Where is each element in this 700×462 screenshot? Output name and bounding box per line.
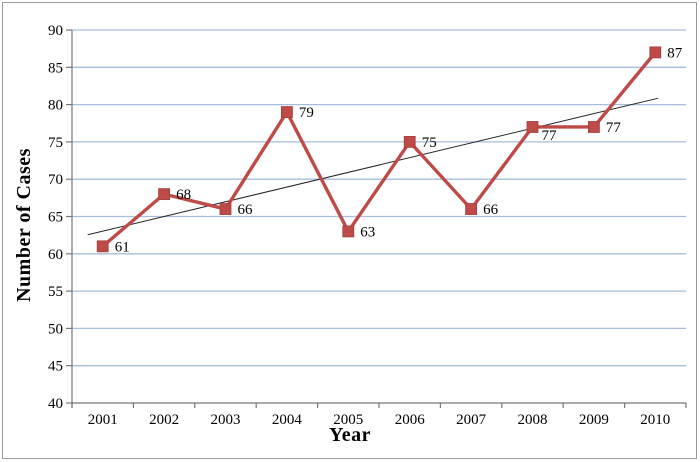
data-point-marker bbox=[342, 225, 355, 238]
x-tick-label: 2009 bbox=[579, 412, 609, 428]
data-label: 77 bbox=[606, 120, 622, 136]
data-label: 77 bbox=[542, 128, 558, 144]
y-tick-label: 70 bbox=[48, 172, 63, 188]
y-tick-label: 55 bbox=[48, 284, 63, 300]
x-axis-title: Year bbox=[329, 424, 371, 446]
y-tick-label: 40 bbox=[48, 396, 63, 412]
data-label: 61 bbox=[115, 239, 130, 255]
data-point-marker bbox=[158, 188, 171, 201]
data-point-marker bbox=[649, 46, 662, 59]
x-tick-label: 2008 bbox=[518, 412, 548, 428]
data-point-marker bbox=[280, 106, 293, 118]
data-label: 66 bbox=[483, 202, 499, 218]
x-tick-label: 2001 bbox=[88, 412, 118, 428]
y-tick-label: 50 bbox=[48, 321, 63, 337]
y-tick-label: 75 bbox=[48, 135, 63, 151]
trendline bbox=[87, 97, 659, 236]
data-point-marker bbox=[465, 203, 478, 215]
y-axis-title: Number of Cases bbox=[13, 148, 35, 302]
data-point-marker bbox=[219, 203, 232, 215]
data-label: 68 bbox=[176, 187, 191, 203]
x-tick-label: 2005 bbox=[333, 412, 363, 428]
series-line bbox=[100, 50, 657, 249]
x-tick-label: 2003 bbox=[211, 412, 241, 428]
data-label: 63 bbox=[360, 224, 375, 240]
x-tick-label: 2004 bbox=[272, 412, 303, 428]
y-tick-label: 65 bbox=[48, 210, 63, 226]
x-tick-label: 2006 bbox=[395, 412, 426, 428]
data-label: 75 bbox=[422, 135, 437, 151]
y-tick-label: 85 bbox=[48, 60, 63, 76]
y-tick-label: 90 bbox=[48, 23, 63, 39]
y-tick-label: 45 bbox=[48, 359, 63, 375]
y-tick-label: 60 bbox=[48, 247, 63, 263]
data-label: 66 bbox=[238, 202, 254, 218]
data-point-marker bbox=[403, 135, 416, 148]
data-label: 79 bbox=[299, 105, 314, 121]
data-label: 87 bbox=[667, 45, 683, 61]
data-point-marker bbox=[96, 240, 109, 253]
x-tick-label: 2007 bbox=[456, 412, 487, 428]
x-tick-label: 2010 bbox=[640, 412, 670, 428]
y-tick-label: 80 bbox=[48, 98, 63, 114]
data-point-marker bbox=[588, 121, 600, 133]
x-tick-label: 2002 bbox=[149, 412, 179, 428]
data-point-marker bbox=[526, 121, 539, 133]
